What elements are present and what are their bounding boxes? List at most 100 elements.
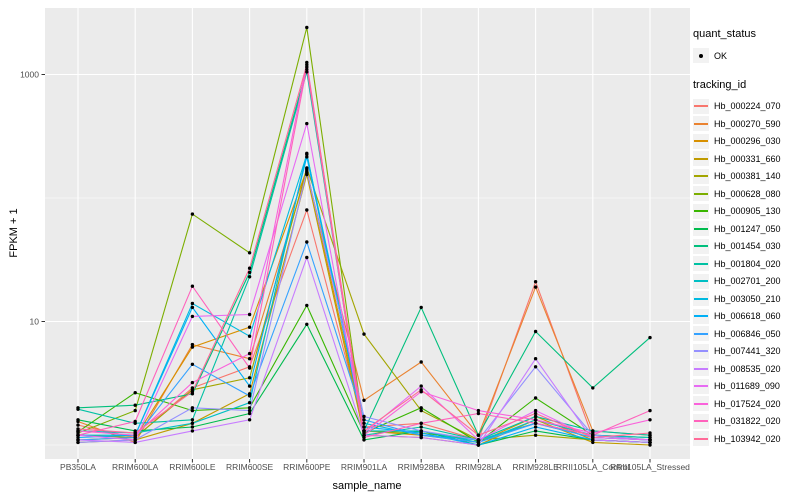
data-point	[133, 438, 137, 442]
data-point	[247, 411, 252, 416]
data-point	[190, 284, 195, 288]
legend-item: Hb_000224_070	[693, 98, 799, 116]
data-point	[419, 360, 423, 364]
data-point	[305, 169, 309, 173]
data-point	[533, 414, 538, 419]
legend-item-label: Hb_000905_130	[714, 206, 781, 217]
data-point	[533, 365, 538, 369]
data-point	[533, 425, 538, 429]
data-point	[362, 435, 366, 440]
data-point	[305, 166, 309, 170]
data-point	[476, 408, 481, 413]
data-point	[648, 418, 652, 422]
data-point	[247, 418, 252, 422]
x-tick-label: PB350LA	[60, 462, 96, 472]
data-point	[247, 325, 252, 329]
legend-key-line-icon	[693, 186, 709, 202]
legend-key-line-icon	[693, 273, 709, 289]
legend-item-label: Hb_006846_050	[714, 328, 781, 339]
data-point	[76, 423, 80, 427]
legend-item-label: Hb_103942_020	[714, 433, 781, 444]
data-point	[133, 408, 137, 413]
legend: quant_status OK tracking_id Hb_000224_07…	[693, 28, 799, 448]
legend-item: Hb_006846_050	[693, 325, 799, 343]
data-point	[305, 255, 309, 260]
data-point	[247, 366, 252, 370]
legend-item: Hb_000331_660	[693, 150, 799, 168]
legend-key-line-icon	[693, 151, 709, 167]
data-point	[648, 438, 652, 442]
legend-item: Hb_001454_030	[693, 238, 799, 256]
data-point	[419, 435, 423, 440]
legend-item: Hb_011689_090	[693, 378, 799, 396]
legend-item: Hb_103942_020	[693, 430, 799, 448]
legend-item: Hb_000628_080	[693, 185, 799, 203]
data-point	[362, 438, 366, 442]
data-point	[190, 408, 195, 413]
data-point	[476, 433, 481, 437]
legend-key-line-icon	[693, 98, 709, 114]
data-point	[247, 401, 252, 405]
data-point	[305, 303, 309, 308]
data-point	[362, 429, 366, 433]
data-point	[247, 408, 252, 413]
x-tick-label: RRIM600SE	[226, 462, 274, 472]
data-point	[362, 414, 366, 419]
legend-key-line-icon	[693, 256, 709, 272]
data-point	[190, 342, 195, 347]
x-tick-label: RRIM928BA	[398, 462, 446, 472]
legend-key-line-icon	[693, 238, 709, 254]
data-point	[419, 429, 423, 433]
legend-key-line-icon	[693, 221, 709, 237]
legend-item-label: Hb_007441_320	[714, 346, 781, 357]
data-point	[419, 384, 423, 388]
legend-tracking-items: Hb_000224_070 Hb_000270_590 Hb_000296_030 H…	[693, 98, 799, 448]
legend-item-label: Hb_000381_140	[714, 171, 781, 182]
legend-item-label: Hb_001454_030	[714, 241, 781, 252]
legend-item-label: Hb_006618_060	[714, 311, 781, 322]
data-point	[247, 384, 252, 388]
data-point	[305, 152, 309, 157]
data-point	[190, 425, 195, 429]
legend-title-tracking-id: tracking_id	[693, 78, 747, 91]
data-point	[190, 390, 195, 394]
data-point	[76, 438, 80, 442]
legend-item: Hb_001247_050	[693, 220, 799, 238]
legend-item-label: Hb_000224_070	[714, 101, 781, 112]
data-point	[247, 266, 252, 270]
legend-item-label: Hb_002701_200	[714, 276, 781, 287]
data-point	[476, 440, 481, 445]
data-point	[648, 443, 652, 447]
data-point	[419, 406, 423, 410]
x-tick-label: RRIM600LE	[169, 462, 216, 472]
data-point	[133, 403, 137, 407]
data-point	[76, 440, 80, 445]
data-point	[533, 408, 538, 413]
legend-key-line-icon	[693, 291, 709, 307]
data-point	[247, 270, 252, 275]
data-point	[591, 440, 595, 445]
legend-item: Hb_000270_590	[693, 115, 799, 133]
legend-key-line-icon	[693, 116, 709, 132]
legend-key-line-icon	[693, 308, 709, 324]
x-tick-label: RRII105LA_Control	[556, 462, 630, 472]
data-point	[190, 421, 195, 425]
data-point	[648, 335, 652, 340]
legend-key-line-icon	[693, 343, 709, 359]
legend-key-line-icon	[693, 378, 709, 394]
data-point	[190, 406, 195, 410]
data-point	[190, 212, 195, 216]
data-point	[419, 305, 423, 310]
data-point	[362, 425, 366, 429]
legend-item-label: Hb_017524_020	[714, 398, 781, 409]
panel-background	[45, 8, 690, 459]
y-tick-label: 1000	[20, 70, 39, 80]
data-point	[247, 251, 252, 255]
legend-key-line-icon	[693, 133, 709, 149]
legend-key-line-icon	[693, 396, 709, 412]
data-point	[305, 67, 309, 72]
data-point	[419, 425, 423, 429]
legend-item-label: Hb_000628_080	[714, 188, 781, 199]
legend-key-line-icon	[693, 203, 709, 219]
